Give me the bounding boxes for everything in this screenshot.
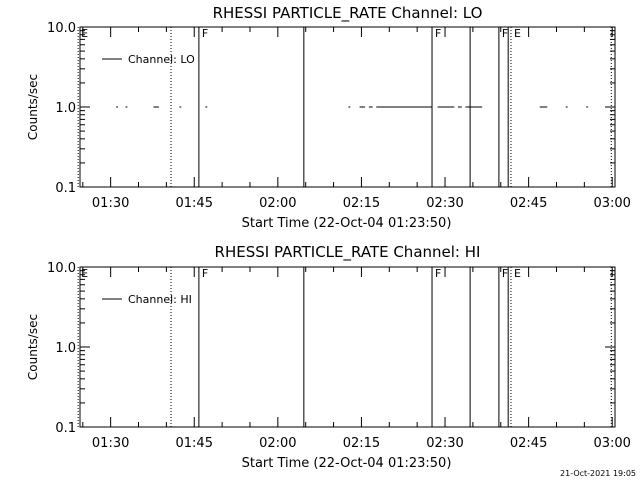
y-tick-label: 10.0 [47, 21, 76, 36]
x-tick-label: 01:30 [92, 196, 129, 211]
x-tick-label: 02:45 [510, 196, 547, 211]
x-tick-label: 02:00 [259, 196, 296, 211]
chart-title: RHESSI PARTICLE_RATE Channel: LO [213, 4, 483, 23]
plot-timestamp: 21-Oct-2021 19:05 [560, 469, 636, 478]
event-label: F [435, 267, 441, 280]
chart-panel-2: RHESSI PARTICLE_RATE Channel: HI Start Ti… [26, 243, 631, 471]
x-tick-label: 03:00 [593, 196, 630, 211]
event-label: F [202, 27, 208, 40]
chart-title: RHESSI PARTICLE_RATE Channel: HI [215, 243, 481, 262]
legend-label: Channel: LO [128, 53, 195, 66]
event-label: F [502, 267, 508, 280]
x-tick-label: 02:00 [259, 436, 296, 451]
y-tick-label: 0.1 [55, 421, 76, 436]
x-tick-label: 02:45 [510, 436, 547, 451]
x-tick-label: 02:30 [426, 196, 463, 211]
y-tick-label: 0.1 [55, 181, 76, 196]
x-tick-label: 01:30 [92, 436, 129, 451]
y-tick-label: 10.0 [47, 261, 76, 276]
x-tick-label: 02:15 [343, 436, 380, 451]
event-label: E [514, 267, 521, 280]
x-tick-label: 01:45 [176, 436, 213, 451]
x-axis-label: Start Time (22-Oct-04 01:23:50) [242, 456, 452, 471]
x-axis-label: Start Time (22-Oct-04 01:23:50) [242, 216, 452, 231]
y-tick-label: 1.0 [55, 341, 76, 356]
x-tick-label: 01:45 [176, 196, 213, 211]
chart-panel-1: RHESSI PARTICLE_RATE Channel: LO Start Ti… [26, 4, 631, 231]
event-label: E [514, 27, 521, 40]
event-label: E [81, 267, 88, 280]
y-axis-label: Counts/sec [26, 314, 40, 380]
plot-frame [79, 266, 616, 428]
x-tick-label: 02:30 [426, 436, 463, 451]
legend-label: Channel: HI [128, 293, 192, 306]
event-label: F [202, 267, 208, 280]
plot-frame [79, 26, 616, 188]
x-tick-label: 03:00 [593, 436, 630, 451]
y-axis-label: Counts/sec [26, 74, 40, 140]
event-label: E [81, 27, 88, 40]
event-label: F [435, 27, 441, 40]
y-tick-label: 1.0 [55, 101, 76, 116]
x-tick-label: 02:15 [343, 196, 380, 211]
event-label: F [502, 27, 508, 40]
